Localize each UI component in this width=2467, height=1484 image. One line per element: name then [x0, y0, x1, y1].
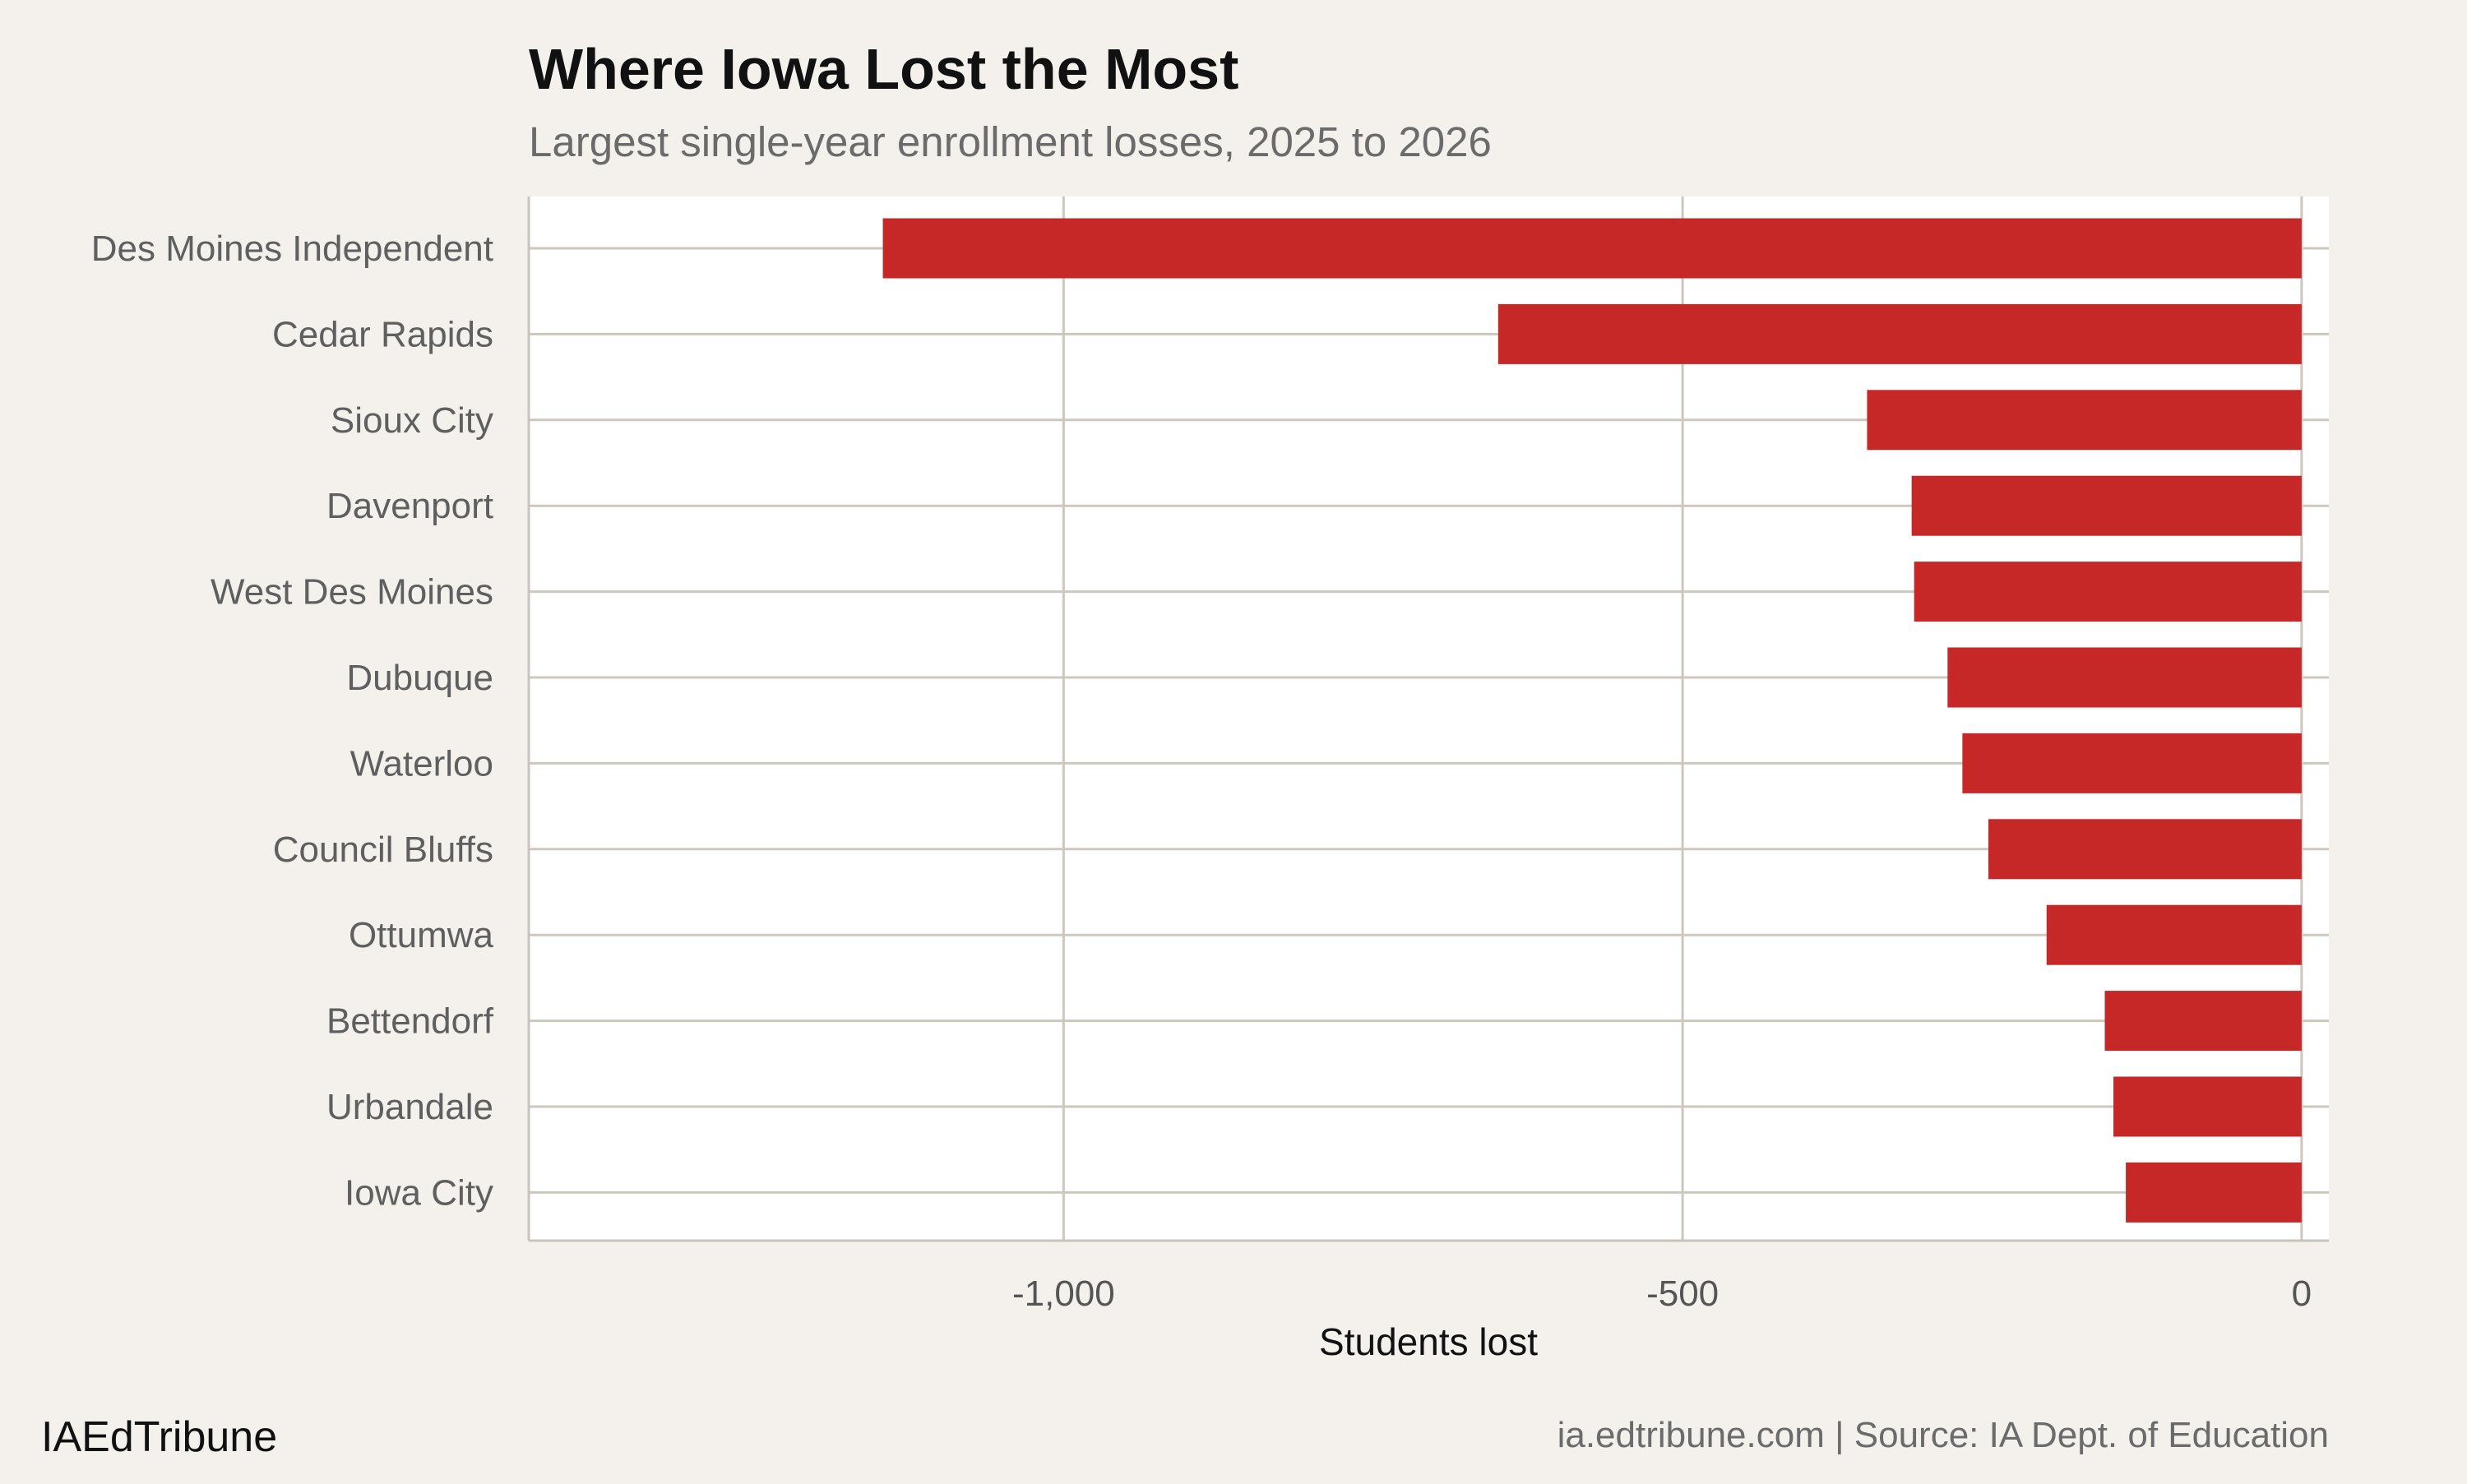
- bar-sioux-city: [1867, 390, 2302, 451]
- plot-panel: [529, 196, 2329, 1241]
- y-tick-label: Dubuque: [346, 658, 493, 698]
- chart-title: Where Iowa Lost the Most: [529, 37, 1238, 101]
- y-tick-label: Ottumwa: [349, 915, 494, 955]
- bar-cedar-rapids: [1497, 303, 2302, 364]
- footer-brand: IAEdTribune: [41, 1413, 277, 1461]
- bar-dubuque: [1947, 647, 2302, 708]
- y-tick-label: West Des Moines: [211, 572, 493, 613]
- bar-ottumwa: [2046, 904, 2302, 965]
- x-tick-label: -1,000: [1012, 1274, 1115, 1314]
- bar-council-bluffs: [1988, 819, 2302, 880]
- bar-urbandale: [2113, 1076, 2302, 1137]
- bar-iowa-city: [2126, 1162, 2302, 1223]
- y-tick-label: Des Moines Independent: [91, 229, 493, 269]
- x-tick-label: -500: [1646, 1274, 1719, 1314]
- bar-west-des-moines: [1914, 562, 2302, 622]
- y-tick-label: Davenport: [326, 486, 493, 526]
- bar-des-moines-independent: [882, 218, 2302, 279]
- bar-bettendorf: [2104, 991, 2302, 1052]
- y-tick-label: Sioux City: [331, 400, 493, 441]
- bars: [882, 218, 2302, 1223]
- bar-davenport: [1911, 475, 2302, 536]
- y-tick-label: Waterloo: [350, 743, 493, 784]
- y-tick-label: Bettendorf: [326, 1001, 494, 1042]
- x-axis-labels: -1,000 -500 0: [1012, 1274, 2312, 1314]
- y-tick-label: Urbandale: [326, 1087, 493, 1127]
- bar-waterloo: [1962, 733, 2302, 793]
- x-tick-label: 0: [2292, 1274, 2312, 1314]
- chart-subtitle: Largest single-year enrollment losses, 2…: [529, 118, 1492, 165]
- x-axis-title: Students lost: [1319, 1320, 1538, 1363]
- y-tick-label: Council Bluffs: [273, 830, 493, 870]
- y-tick-label: Iowa City: [345, 1172, 493, 1213]
- y-axis-labels: Des Moines Independent Cedar Rapids Sioux …: [91, 229, 494, 1213]
- y-tick-label: Cedar Rapids: [272, 314, 493, 354]
- footer-source: ia.edtribune.com | Source: IA Dept. of E…: [1557, 1415, 2329, 1455]
